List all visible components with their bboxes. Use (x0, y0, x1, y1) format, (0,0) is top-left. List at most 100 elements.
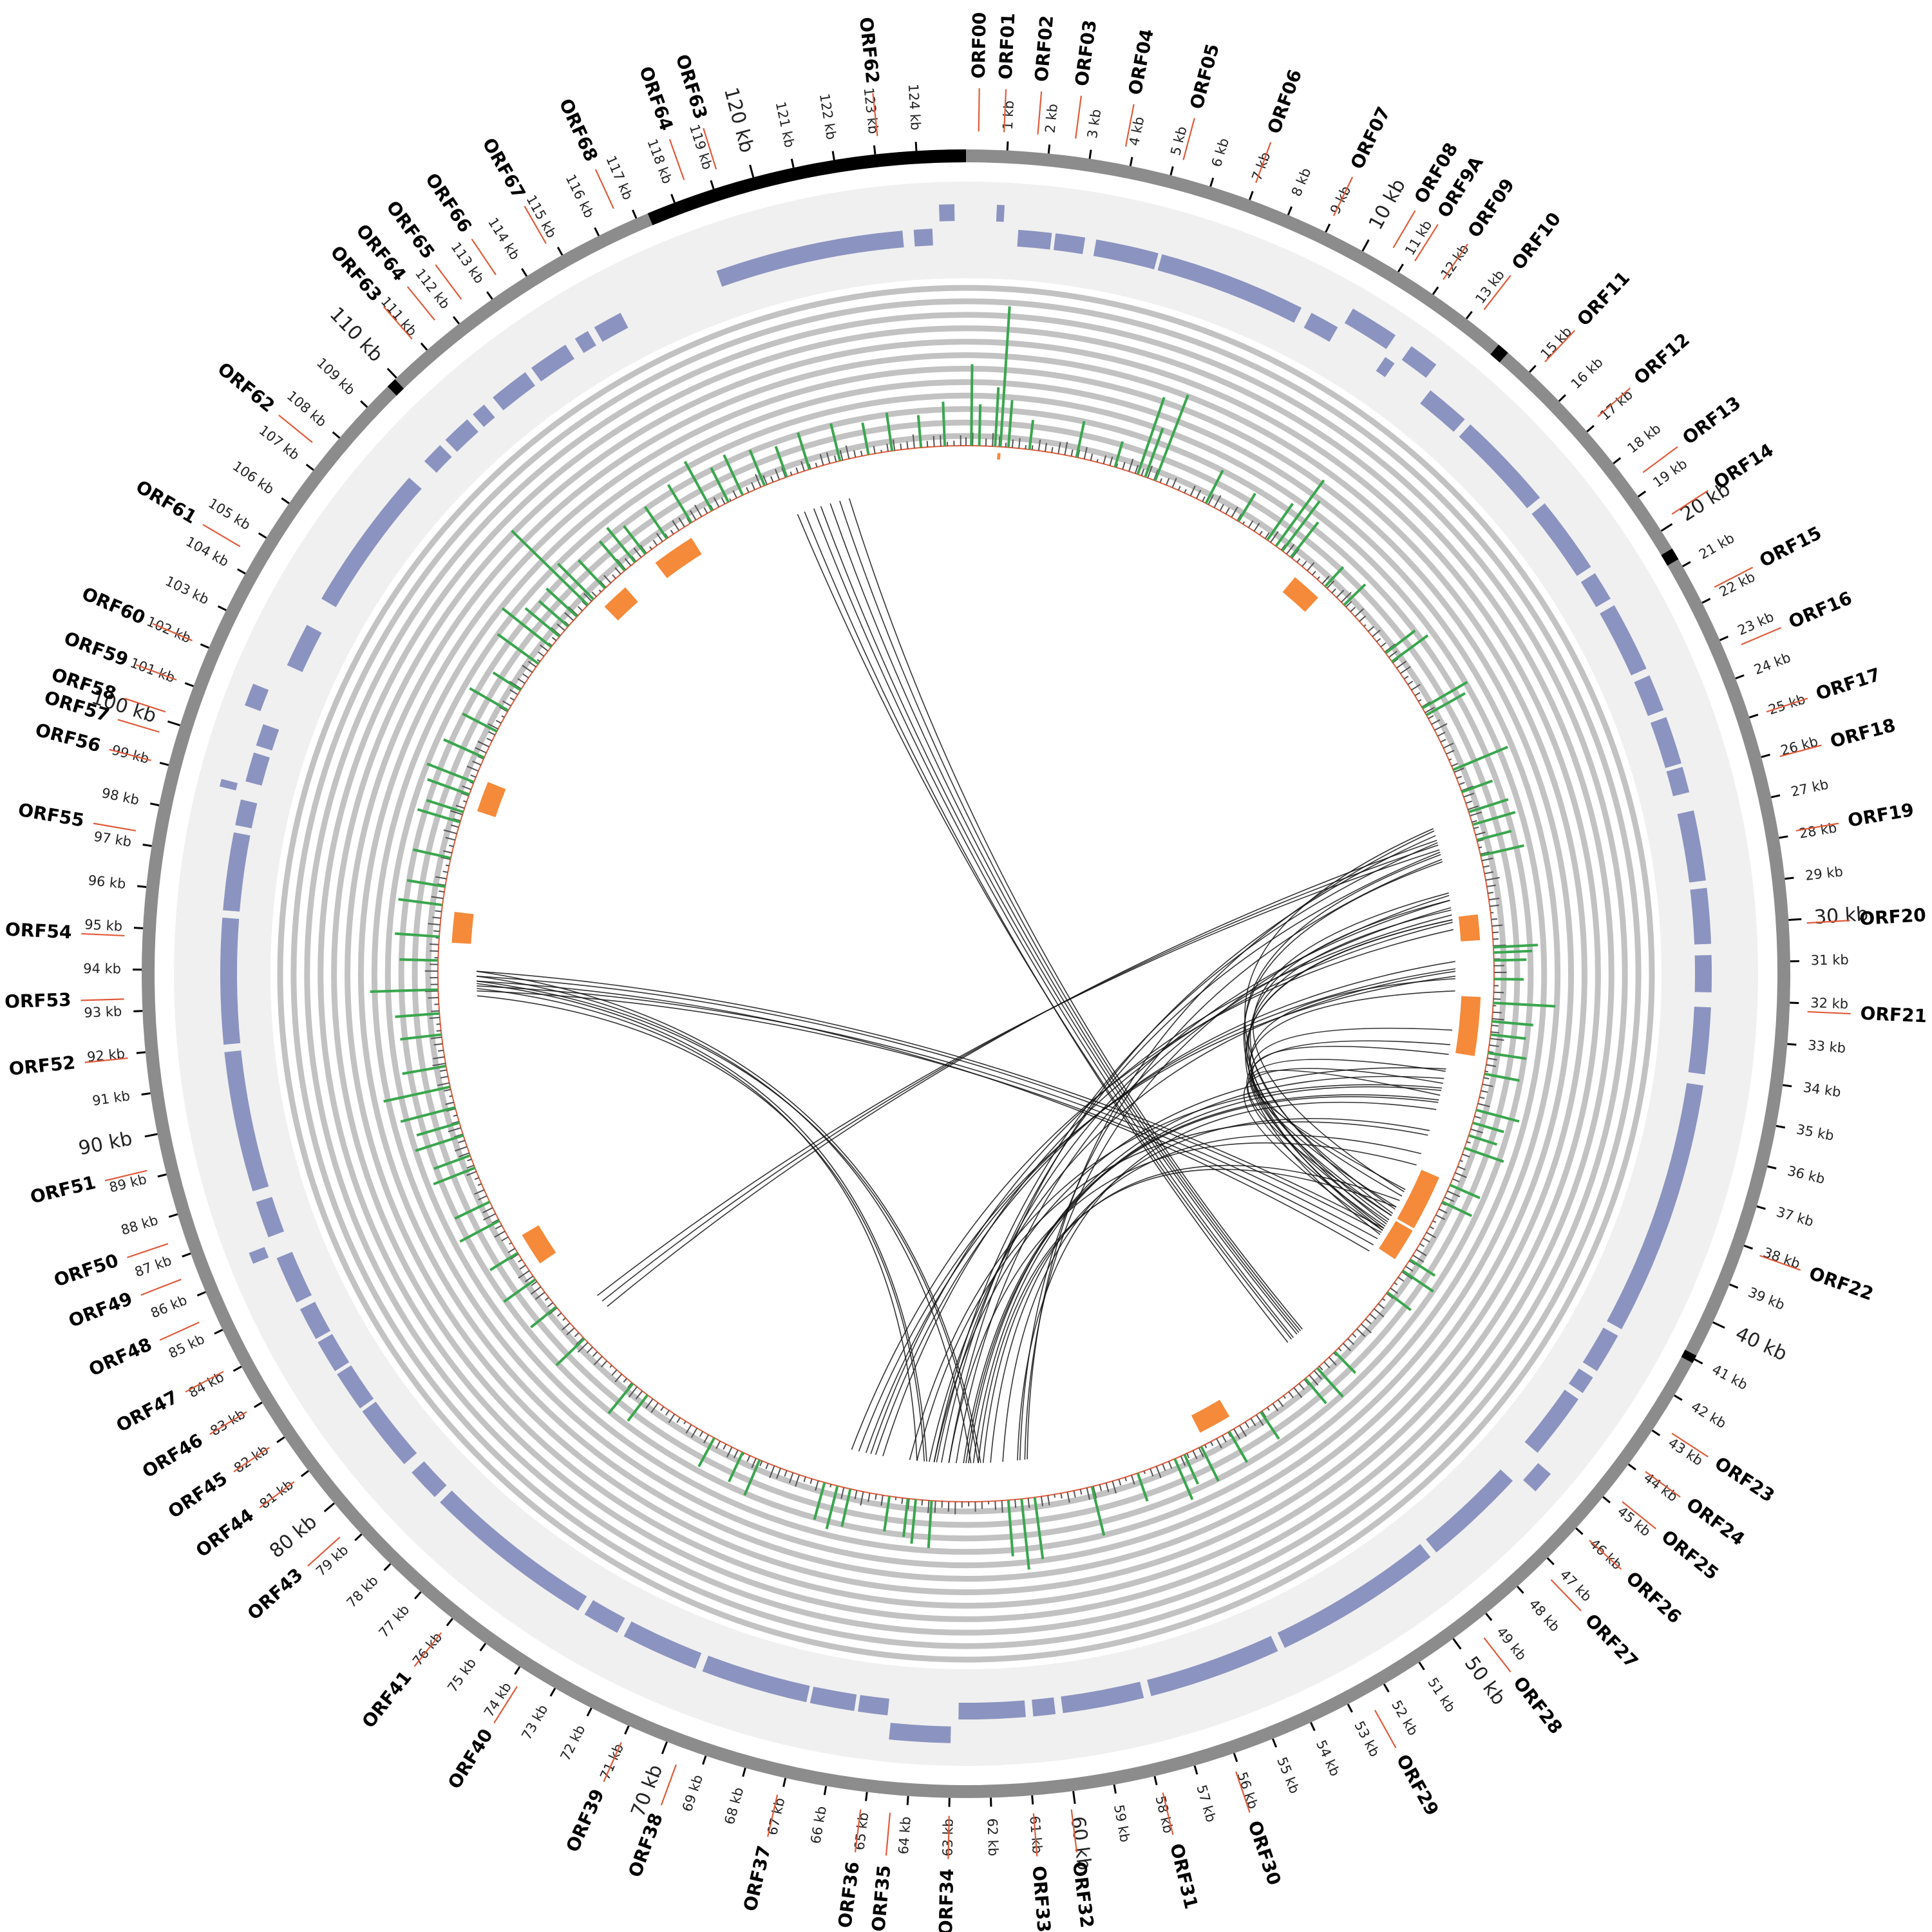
coverage-bar (672, 520, 680, 531)
tick-mark (420, 342, 428, 351)
gene-block (1569, 1368, 1593, 1394)
coverage-bar (522, 665, 533, 673)
coverage-bar (635, 1390, 643, 1400)
coverage-bar (1073, 1490, 1076, 1498)
track-ring (345, 352, 1587, 1595)
coverage-bar (450, 810, 463, 815)
coverage-bar (1488, 897, 1500, 901)
tick-mark (159, 761, 169, 766)
link-ribbon (477, 985, 1378, 1240)
coverage-bar (1381, 1298, 1386, 1302)
coverage-peak (1493, 949, 1533, 954)
coverage-bar (1396, 661, 1407, 669)
coverage-peak (1204, 469, 1224, 504)
coverage-bar (839, 450, 844, 460)
coverage-bar (455, 804, 465, 810)
coverage-bar (1092, 1486, 1097, 1499)
coverage-bar (432, 1063, 446, 1066)
coverage-bar (1198, 1447, 1204, 1457)
coverage-bar (592, 1351, 598, 1357)
coverage-bar (509, 689, 518, 696)
coverage-peak (825, 1485, 839, 1530)
orf-leader-line (233, 1446, 270, 1473)
concentric-rings-track (277, 285, 1655, 1663)
coverage-peak (999, 306, 1011, 447)
coverage-bar (907, 1499, 910, 1510)
gene-block (1157, 254, 1302, 323)
tick-mark (1682, 561, 1691, 567)
coverage-bar (614, 567, 621, 575)
coverage-bar (1354, 608, 1364, 618)
gene-block (220, 917, 241, 1045)
coverage-bar (494, 1230, 506, 1238)
tick-mark (184, 682, 194, 687)
tick-label: 124 kb (905, 83, 923, 131)
track-ring (357, 365, 1575, 1582)
link-ribbon (1017, 1101, 1437, 1461)
coverage-bar (1480, 851, 1490, 855)
tick-mark (661, 1741, 668, 1754)
tick-mark (414, 1591, 422, 1600)
coverage-bar (1435, 1214, 1446, 1220)
coverage-bar (467, 1159, 472, 1162)
gene-block (1650, 717, 1681, 768)
coverage-bar (1166, 478, 1170, 486)
link-ribbon (948, 835, 1436, 1463)
coverage-bar (1079, 1489, 1083, 1495)
gene-block (1344, 308, 1396, 350)
tick-mark (1761, 753, 1770, 758)
tick-mark (702, 1756, 707, 1765)
coverage-bar (1477, 838, 1484, 842)
gene-block (445, 419, 478, 452)
coverage-bar (1270, 531, 1279, 543)
coverage-peak (861, 422, 870, 455)
coverage-bar (1112, 1481, 1117, 1494)
orf-leader-line (1671, 1432, 1709, 1458)
tick-mark (624, 1725, 630, 1735)
gene-block (858, 1695, 889, 1716)
coverage-bar (1438, 1208, 1448, 1214)
track-ring (398, 406, 1534, 1542)
coverage-bar (1307, 562, 1315, 571)
coverage-bar (544, 1296, 549, 1301)
coverage-bar (1222, 1435, 1227, 1443)
gene-block (424, 445, 452, 473)
coverage-bar (440, 1075, 448, 1079)
coverage-peak (916, 415, 923, 448)
tick-mark (1694, 1358, 1703, 1365)
coverage-bar (1394, 1282, 1398, 1285)
coverage-bar (1288, 1391, 1294, 1399)
coverage-peak (1493, 1001, 1556, 1008)
coverage-bar (900, 443, 902, 450)
coverage-bar (548, 1307, 558, 1315)
coverage-bar (1361, 1323, 1372, 1334)
coverage-bar (1070, 449, 1074, 457)
orf-leader-line (1806, 920, 1850, 924)
orf-label: ORF53 (5, 989, 71, 1012)
coverage-bar (1492, 924, 1503, 927)
tick-mark (1627, 1463, 1636, 1471)
coverage-bar (1386, 1293, 1394, 1300)
coverage-bar (1482, 865, 1490, 868)
coverage-bar (1466, 1141, 1471, 1144)
tick-mark (749, 164, 755, 178)
orf-leader-line (493, 1686, 518, 1724)
ideogram-highlight-segment (1681, 1349, 1697, 1363)
coverage-bar (518, 1270, 530, 1279)
coverage-peak (417, 808, 461, 824)
coverage-bar (495, 1224, 502, 1229)
tick-label: 30 kb (1814, 903, 1869, 929)
coverage-bar (1345, 601, 1352, 608)
orf-leader-line (1235, 1771, 1251, 1813)
orf-leader-line (1032, 1813, 1038, 1857)
coverage-bar (491, 1218, 499, 1224)
coverage-bar (1352, 1333, 1357, 1338)
tick-mark (1047, 144, 1051, 154)
orf-leader-line (1037, 91, 1043, 135)
tick-mark (149, 802, 160, 806)
tick-mark (1397, 263, 1404, 272)
coverage-bar (574, 1332, 580, 1338)
coverage-bar (694, 504, 703, 517)
tick-mark (1719, 636, 1728, 641)
coverage-bar (1356, 1328, 1366, 1337)
